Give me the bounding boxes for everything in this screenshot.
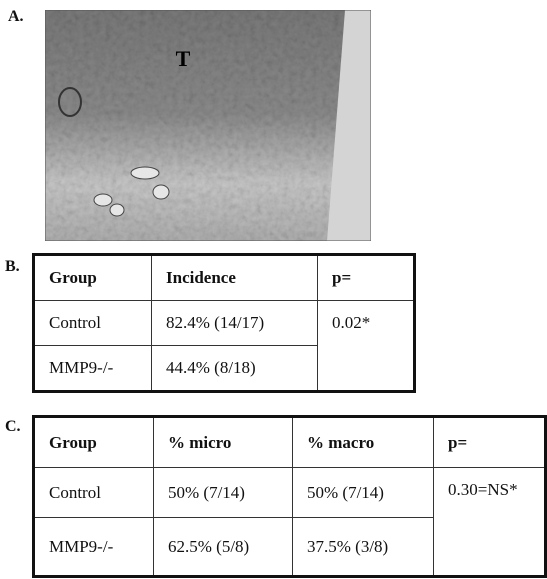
- header-cell: Group: [34, 417, 154, 468]
- header-cell: % macro: [293, 417, 434, 468]
- cell: 37.5% (3/8): [293, 518, 434, 577]
- panel-label: B.: [5, 258, 20, 276]
- panel-label: A.: [8, 8, 24, 26]
- cell: 82.4% (14/17): [152, 301, 318, 346]
- cell: 62.5% (5/8): [154, 518, 293, 577]
- cell: 50% (7/14): [154, 468, 293, 518]
- cell: 0.30=NS*: [434, 468, 546, 577]
- header-cell: Group: [34, 255, 152, 301]
- panel-label: C.: [5, 418, 21, 436]
- image-label: T: [176, 46, 191, 71]
- header-cell: % micro: [154, 417, 293, 468]
- header-cell: p=: [318, 255, 415, 301]
- header-cell: Incidence: [152, 255, 318, 301]
- cell: 44.4% (8/18): [152, 346, 318, 392]
- figure: A. T B. Group Inc: [0, 0, 547, 579]
- cell: 50% (7/14): [293, 468, 434, 518]
- cell: 0.02*: [318, 301, 415, 392]
- size-table: Group % micro % macro p= Control 50% (7/…: [32, 415, 547, 578]
- cell: MMP9-/-: [34, 346, 152, 392]
- cell: MMP9-/-: [34, 518, 154, 577]
- incidence-table: Group Incidence p= Control 82.4% (14/17)…: [32, 253, 416, 393]
- header-cell: p=: [434, 417, 546, 468]
- micrograph: T: [45, 10, 371, 241]
- cell: Control: [34, 301, 152, 346]
- cell: Control: [34, 468, 154, 518]
